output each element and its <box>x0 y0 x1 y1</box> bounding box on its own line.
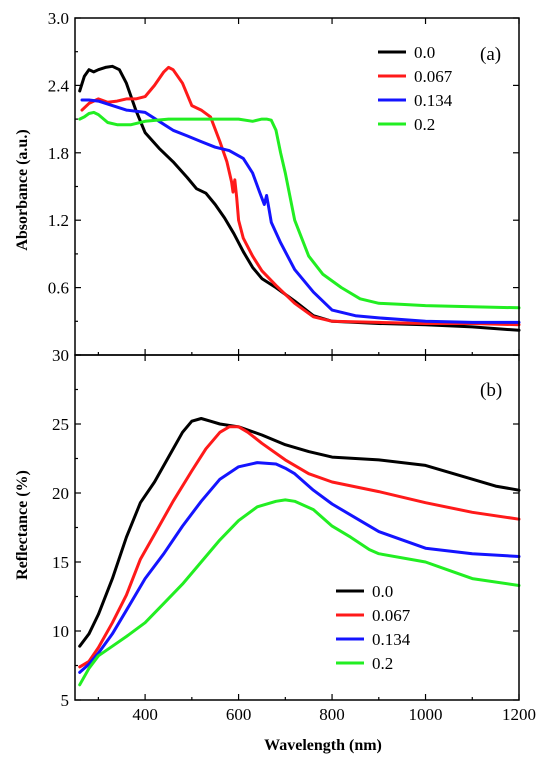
absorbance-panel: 0.6 1.2 1.8 2.4 3.0 Absorbance (a.u.) (a) 0.… <box>14 9 521 356</box>
absorbance-series-0-2-line <box>78 110 521 310</box>
x-axis-title: Wavelength (nm) <box>264 737 382 754</box>
reflectance-legend-label: 0.134 <box>372 630 411 649</box>
reflectance-x-ticks: 400 600 800 1000 1200 <box>97 355 536 724</box>
reflectance-legend-label: 0.2 <box>372 654 393 673</box>
reflectance-series-0-2-line <box>78 498 521 687</box>
absorbance-legend-label: 0.0 <box>414 43 435 62</box>
absorbance-y-ticks: 0.6 1.2 1.8 2.4 3.0 <box>48 9 519 356</box>
reflectance-y-tick-label: 15 <box>52 553 69 572</box>
x-tick-label: 600 <box>226 705 252 724</box>
x-tick-label: 1000 <box>409 705 443 724</box>
absorbance-series-group <box>78 64 521 332</box>
absorbance-legend: 0.0 0.067 0.134 0.2 <box>378 43 453 134</box>
x-tick-label: 400 <box>132 705 158 724</box>
absorbance-legend-label: 0.134 <box>414 91 453 110</box>
x-tick-label: 1200 <box>502 705 536 724</box>
reflectance-legend-label: 0.067 <box>372 606 411 625</box>
panel-b-label: (b) <box>480 380 502 401</box>
absorbance-legend-label: 0.2 <box>414 115 435 134</box>
reflectance-y-tick-label: 5 <box>61 691 70 710</box>
absorbance-y-tick-label: 0.6 <box>48 279 69 298</box>
reflectance-y-tick-label: 20 <box>52 484 69 503</box>
reflectance-plot-frame <box>74 354 520 701</box>
reflectance-series-group <box>78 417 521 687</box>
reflectance-y-ticks: 5 10 15 20 25 30 <box>52 346 519 710</box>
absorbance-y-tick-label: 3.0 <box>48 9 69 28</box>
reflectance-y-tick-label: 10 <box>52 622 69 641</box>
absorbance-series-0-134-line <box>80 98 521 324</box>
absorbance-y-axis-title: Absorbance (a.u.) <box>14 129 31 250</box>
absorbance-legend-label: 0.067 <box>414 67 453 86</box>
absorbance-y-tick-label: 1.2 <box>48 211 69 230</box>
panel-a-label: (a) <box>480 44 501 65</box>
reflectance-series-0-0-line <box>78 417 521 648</box>
absorbance-series-0-0-line <box>78 64 521 332</box>
absorbance-y-tick-label: 2.4 <box>48 76 70 95</box>
reflectance-series-0-067-line <box>78 425 521 669</box>
reflectance-panel: 5 10 15 20 25 30 400 600 800 1000 1200 Reflectanc… <box>14 346 536 724</box>
reflectance-y-tick-label: 25 <box>52 415 69 434</box>
reflectance-y-tick-label: 30 <box>52 346 69 365</box>
absorbance-y-tick-label: 1.8 <box>48 144 69 163</box>
x-tick-label: 800 <box>319 705 345 724</box>
reflectance-series-0-134-line <box>78 461 521 674</box>
reflectance-legend: 0.0 0.067 0.134 0.2 <box>336 582 411 673</box>
absorbance-series-0-067-line <box>80 65 521 327</box>
reflectance-y-axis-title: Reflectance (%) <box>14 470 31 580</box>
absorbance-x-ticks <box>97 18 520 355</box>
reflectance-legend-label: 0.0 <box>372 582 393 601</box>
